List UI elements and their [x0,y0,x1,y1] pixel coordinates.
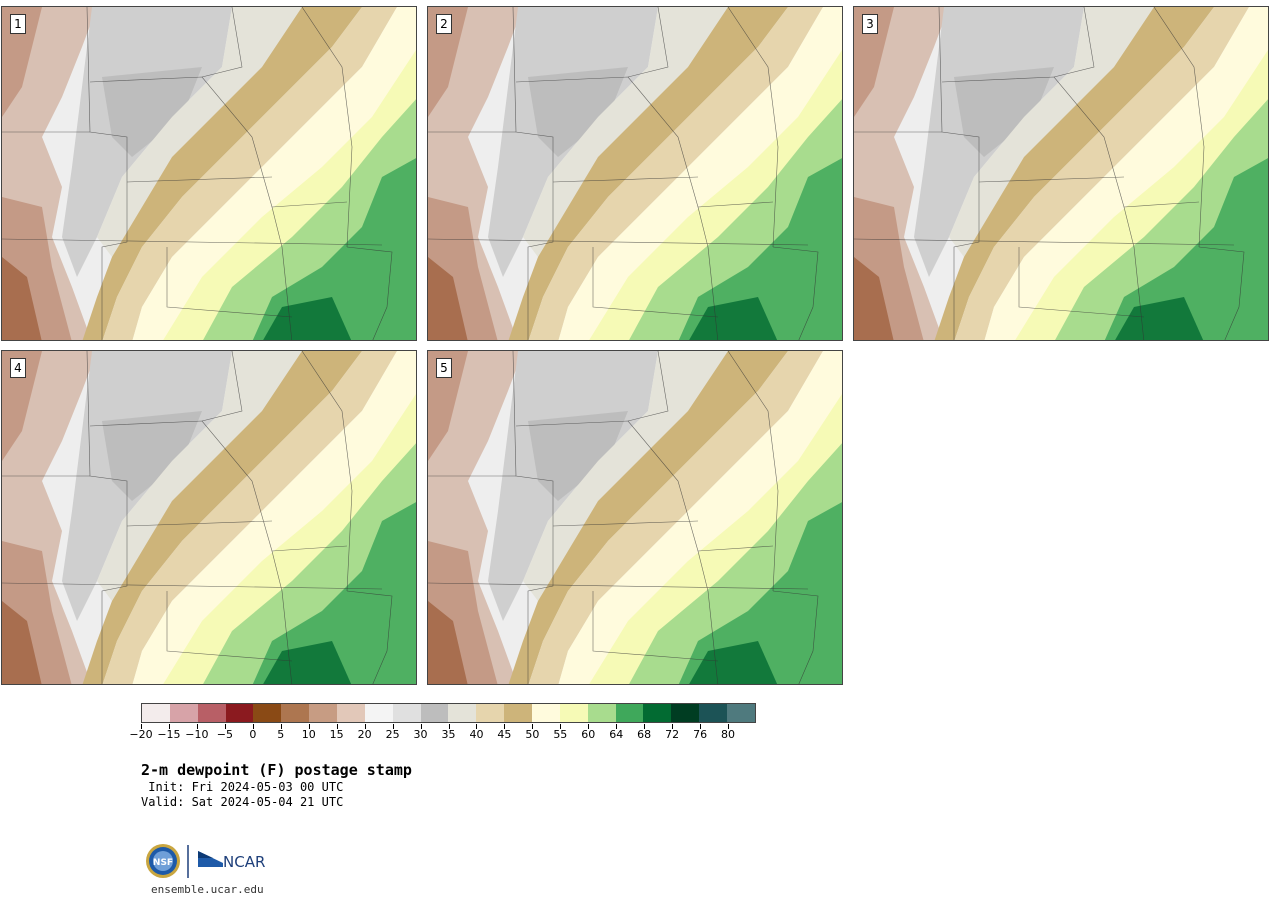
colorbar-tick-label: 55 [553,728,568,741]
nsf-logo-text: NSF [153,858,173,868]
colorbar-tick-label: −5 [216,728,233,741]
map-panel-1: 1 [1,6,417,341]
colorbar-tick-label: 45 [497,728,512,741]
colorbar-swatch [309,704,338,722]
colorbar-swatch [448,704,477,722]
colorbar-swatch [615,704,644,722]
nsf-logo-icon: NSF [146,844,180,878]
dewpoint-map [428,351,842,684]
map-panel-2: 2 [427,6,843,341]
colorbar-tick [364,724,366,729]
colorbar-tick-label: 76 [693,728,708,741]
dewpoint-map [428,7,842,340]
colorbar-tick-label: 15 [329,728,344,741]
colorbar-tick [616,724,618,729]
colorbar-tick-label: 10 [301,728,316,741]
valid-time: Valid: Sat 2024-05-04 21 UTC [141,795,344,809]
colorbar-tick-label: 5 [277,728,285,741]
panel-label: 4 [10,358,26,378]
colorbar-swatch [225,704,254,722]
colorbar-tick [420,724,422,729]
colorbar-swatch [504,704,533,722]
colorbar-tick-label: −15 [157,728,181,741]
colorbar-tick [560,724,562,729]
dewpoint-map [854,7,1268,340]
colorbar-swatch [643,704,672,722]
colorbar-swatch [532,704,560,722]
colorbar-tick [504,724,506,729]
colorbar-tick [280,724,282,729]
map-panel-5: 5 [427,350,843,685]
colorbar-swatch [587,704,616,722]
colorbar-swatch [281,704,310,722]
logos: NSF NCAR [145,842,285,882]
colorbar-tick-label: 0 [249,728,257,741]
colorbar-tick-label: −10 [185,728,209,741]
colorbar-tick [672,724,674,729]
colorbar-tick [224,724,226,729]
colorbar-tick [196,724,198,729]
colorbar-tick [728,724,730,729]
colorbar-swatch [392,704,421,722]
colorbar-tick-label: 25 [385,728,400,741]
colorbar-tick [168,724,170,729]
colorbar-tick-label: 68 [637,728,652,741]
colorbar-swatch [169,704,198,722]
panel-label: 3 [862,14,878,34]
init-time: Init: Fri 2024-05-03 00 UTC [141,780,344,794]
map-panel-3: 3 [853,6,1269,341]
colorbar-tick-label: −20 [129,728,153,741]
colorbar-swatch [197,704,226,722]
colorbar-swatch [559,704,588,722]
colorbar-tick [141,724,142,729]
colorbar-ticks: −20 −15 −10 −5 0 5 10 15 20 25 30 35 40 45 50 55 60 64 68 7… [129,724,756,748]
panel-label: 2 [436,14,452,34]
colorbar-tick [532,724,534,729]
colorbar-swatch [727,704,755,722]
colorbar-swatch [699,704,728,722]
colorbar-swatch [337,704,365,722]
colorbar-swatch [671,704,700,722]
site-url: ensemble.ucar.edu [151,883,264,896]
colorbar-tick [392,724,394,729]
colorbar-tick-label: 72 [665,728,680,741]
colorbar-tick-label: 64 [609,728,624,741]
colorbar-tick-label: 40 [469,728,484,741]
colorbar-tick [700,724,702,729]
colorbar-swatch [420,704,449,722]
ncar-logo-text: NCAR [223,853,265,871]
dewpoint-map [2,351,416,684]
colorbar-tick [448,724,450,729]
colorbar-tick-label: 35 [441,728,456,741]
dewpoint-map [2,7,416,340]
colorbar-tick [588,724,590,729]
colorbar-swatch [476,704,505,722]
chart-title: 2-m dewpoint (F) postage stamp [141,761,412,779]
panel-label: 5 [436,358,452,378]
ncar-logo-icon: NCAR [198,851,265,871]
colorbar-tick [476,724,478,729]
colorbar-swatch [253,704,282,722]
colorbar-swatch [364,704,393,722]
panel-label: 1 [10,14,26,34]
colorbar-swatch [142,704,170,722]
colorbar [141,703,756,723]
colorbar-tick [336,724,338,729]
colorbar-tick [252,724,254,729]
colorbar-tick [644,724,646,729]
colorbar-tick [308,724,310,729]
colorbar-tick-label: 60 [581,728,596,741]
colorbar-tick-label: 80 [721,728,736,741]
map-panel-4: 4 [1,350,417,685]
colorbar-tick-label: 20 [357,728,372,741]
colorbar-tick-label: 50 [525,728,540,741]
colorbar-tick-label: 30 [413,728,428,741]
